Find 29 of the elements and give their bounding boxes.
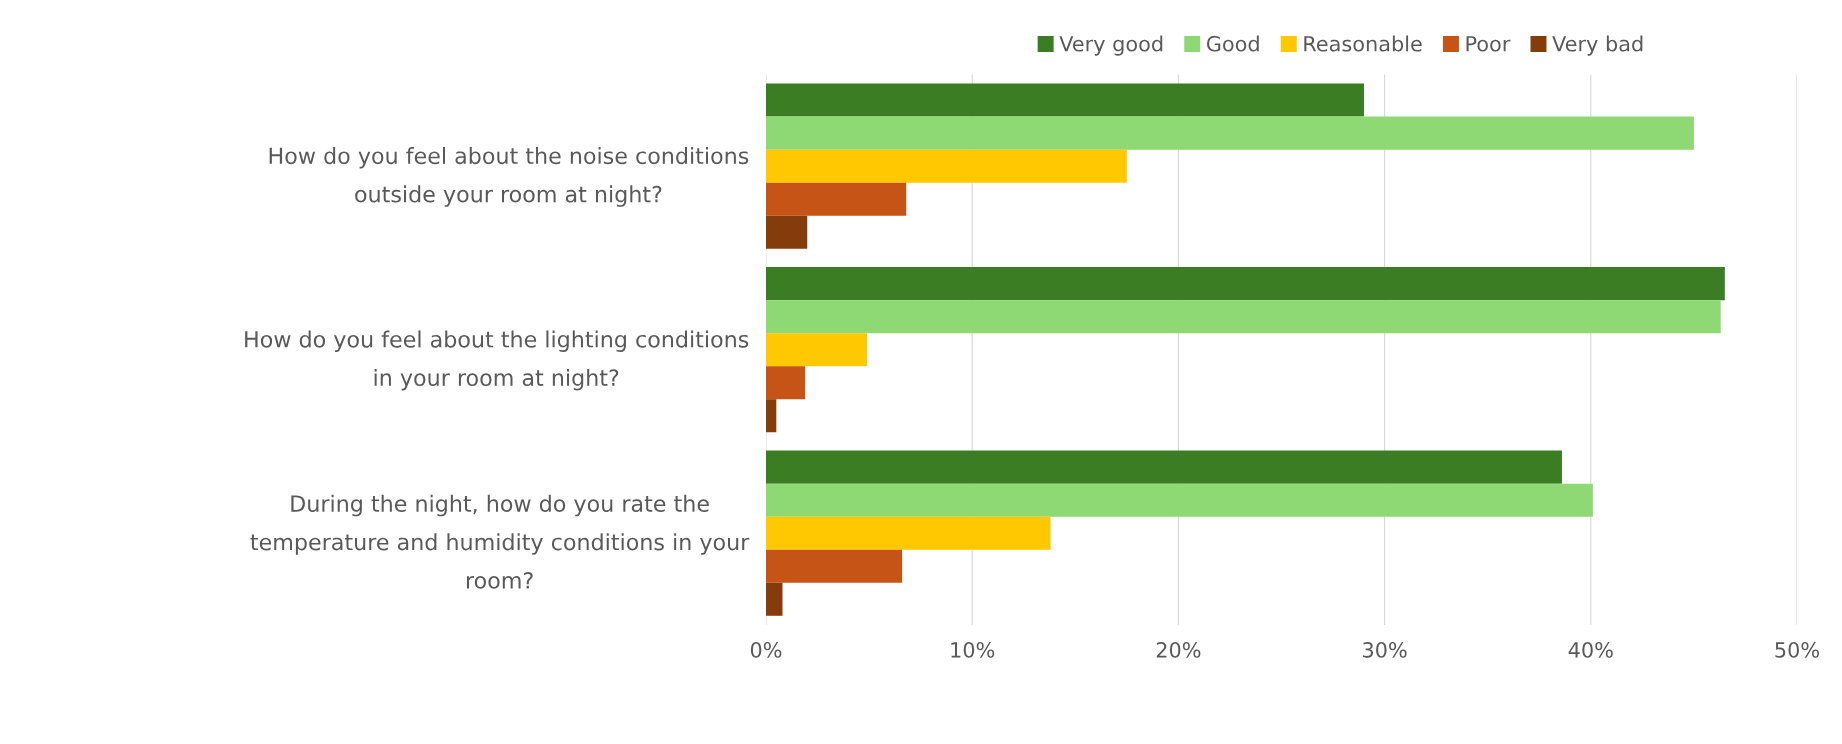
bar (766, 300, 1721, 334)
bar (766, 215, 808, 249)
bar (766, 267, 1725, 301)
bar (766, 516, 1051, 550)
bar (766, 83, 1364, 117)
bar (766, 116, 1694, 150)
bar (766, 333, 868, 367)
x-tick-label: 10% (951, 641, 995, 658)
bar (766, 399, 777, 433)
x-tick-label: 0% (750, 641, 782, 658)
legend-label: Very bad (1552, 35, 1643, 56)
y-tick-label: How do you feel about the lighting conditions in your room at night? (245, 330, 749, 391)
x-tick-label: 20% (1156, 641, 1201, 658)
bar (766, 582, 783, 616)
legend-label: Good (1206, 35, 1259, 52)
bar (766, 182, 907, 216)
x-tick-label: 40% (1568, 641, 1613, 658)
bar (766, 149, 1127, 183)
bar (766, 483, 1593, 517)
legend-label: Reasonable (1304, 35, 1422, 52)
legend-label: Poor (1466, 36, 1511, 52)
legend-label: Very good (1059, 35, 1163, 56)
x-tick-label: 30% (1363, 641, 1407, 658)
bar (766, 366, 806, 400)
y-tick-label: How do you feel about the noise conditions outside your room at night? (269, 146, 749, 207)
y-tick-label: During the night, how do you rate the temperature and humidity conditions in your room? (250, 494, 750, 589)
bar (766, 450, 1562, 484)
x-tick-label: 50% (1775, 641, 1819, 658)
bar (766, 549, 903, 583)
